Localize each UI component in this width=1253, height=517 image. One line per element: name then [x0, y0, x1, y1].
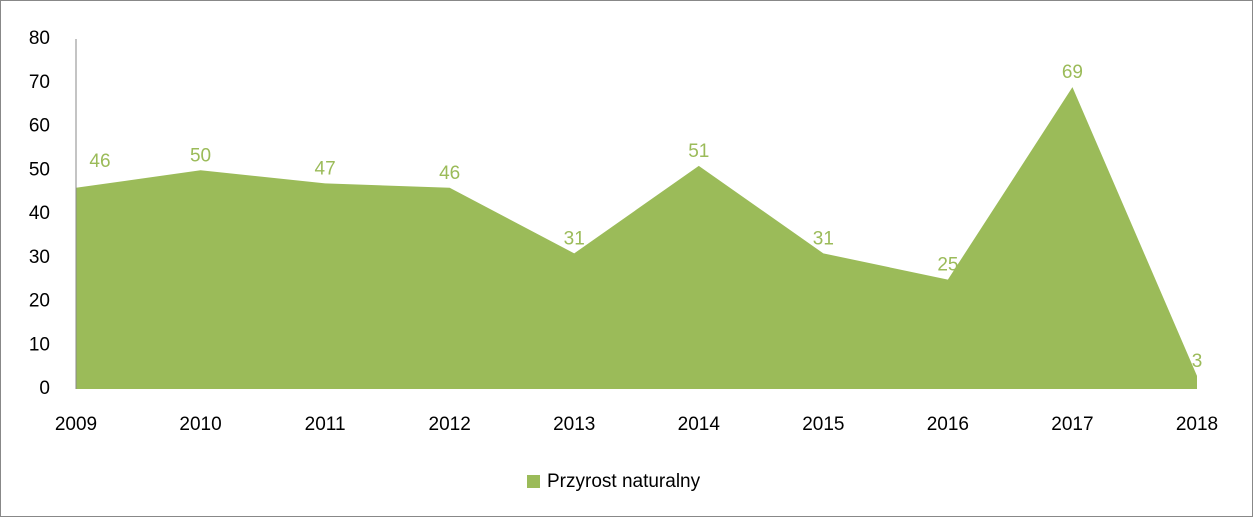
x-tick-label: 2009: [55, 414, 97, 435]
x-tick-label: 2016: [927, 414, 969, 435]
x-tick-label: 2012: [429, 414, 471, 435]
y-tick-label: 40: [29, 203, 50, 224]
x-tick-label: 2014: [678, 414, 721, 435]
x-tick-label: 2017: [1051, 414, 1093, 435]
data-label: 3: [1192, 351, 1203, 372]
x-tick-label: 2018: [1176, 414, 1218, 435]
x-tick-label: 2013: [553, 414, 595, 435]
data-label: 46: [89, 151, 110, 172]
y-tick-label: 70: [29, 72, 50, 93]
data-label: 31: [564, 228, 585, 249]
x-tick-label: 2010: [179, 414, 221, 435]
data-label: 50: [190, 145, 211, 166]
y-tick-label: 60: [29, 116, 50, 137]
y-tick-label: 80: [29, 28, 50, 49]
data-label: 47: [315, 158, 336, 179]
x-tick-label: 2011: [305, 414, 346, 435]
data-label: 51: [688, 141, 709, 162]
data-label: 31: [813, 228, 834, 249]
area: [76, 87, 1197, 389]
y-tick-label: 30: [29, 247, 50, 268]
data-label: 46: [439, 163, 460, 184]
x-tick-label: 2015: [802, 414, 844, 435]
y-tick-label: 20: [29, 291, 50, 312]
y-tick-label: 50: [29, 159, 50, 180]
legend-swatch: [527, 475, 540, 488]
data-label: 69: [1062, 62, 1083, 83]
legend-label: Przyrost naturalny: [547, 471, 701, 492]
y-tick-label: 0: [39, 378, 50, 399]
data-label: 25: [937, 255, 958, 276]
y-tick-label: 10: [29, 334, 50, 355]
